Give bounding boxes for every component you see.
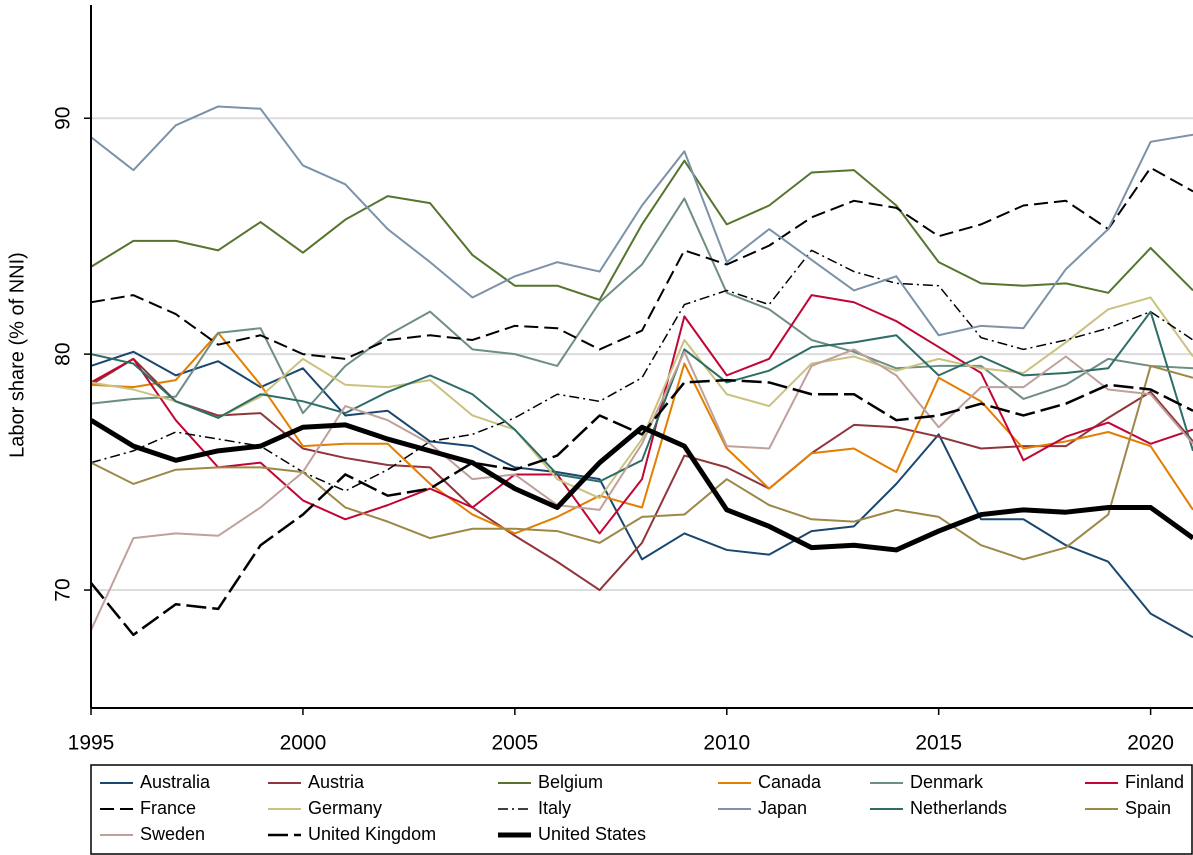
legend-label: Sweden bbox=[140, 824, 205, 844]
legend-label: Italy bbox=[538, 798, 571, 818]
x-tick-label: 1995 bbox=[68, 732, 115, 755]
y-axis-label: Labor share (% of NNI) bbox=[6, 252, 28, 458]
legend-label: Canada bbox=[758, 772, 822, 792]
legend-label: Belgium bbox=[538, 772, 603, 792]
y-tick-label: 70 bbox=[52, 578, 75, 601]
x-tick-label: 2010 bbox=[703, 732, 750, 755]
y-tick-label: 90 bbox=[52, 107, 75, 130]
x-tick-label: 2015 bbox=[915, 732, 962, 755]
y-tick-label: 80 bbox=[52, 342, 75, 365]
legend-label: Germany bbox=[308, 798, 382, 818]
series-line bbox=[91, 105, 1193, 337]
legend-label: Denmark bbox=[910, 772, 984, 792]
series-line bbox=[91, 418, 1193, 553]
legend-label: Spain bbox=[1125, 798, 1171, 818]
series-line bbox=[91, 310, 1193, 483]
series-line bbox=[91, 348, 1193, 631]
legend-label: Austria bbox=[308, 772, 365, 792]
series-line bbox=[91, 357, 1193, 592]
series-line bbox=[91, 364, 1193, 561]
series-line bbox=[91, 159, 1193, 301]
x-tick-label: 2020 bbox=[1127, 732, 1174, 755]
x-tick-label: 2005 bbox=[491, 732, 538, 755]
legend-label: Finland bbox=[1125, 772, 1184, 792]
series-line bbox=[91, 166, 1193, 360]
series-line bbox=[91, 294, 1193, 535]
legend-label: Netherlands bbox=[910, 798, 1007, 818]
legend-label: Australia bbox=[140, 772, 211, 792]
series-line bbox=[91, 378, 1193, 637]
legend-label: Japan bbox=[758, 798, 807, 818]
x-tick-label: 2000 bbox=[280, 732, 327, 755]
series-line bbox=[91, 350, 1193, 639]
legend-label: United States bbox=[538, 824, 646, 844]
series-line bbox=[91, 296, 1193, 500]
legend-label: United Kingdom bbox=[308, 824, 436, 844]
legend-label: France bbox=[140, 798, 196, 818]
